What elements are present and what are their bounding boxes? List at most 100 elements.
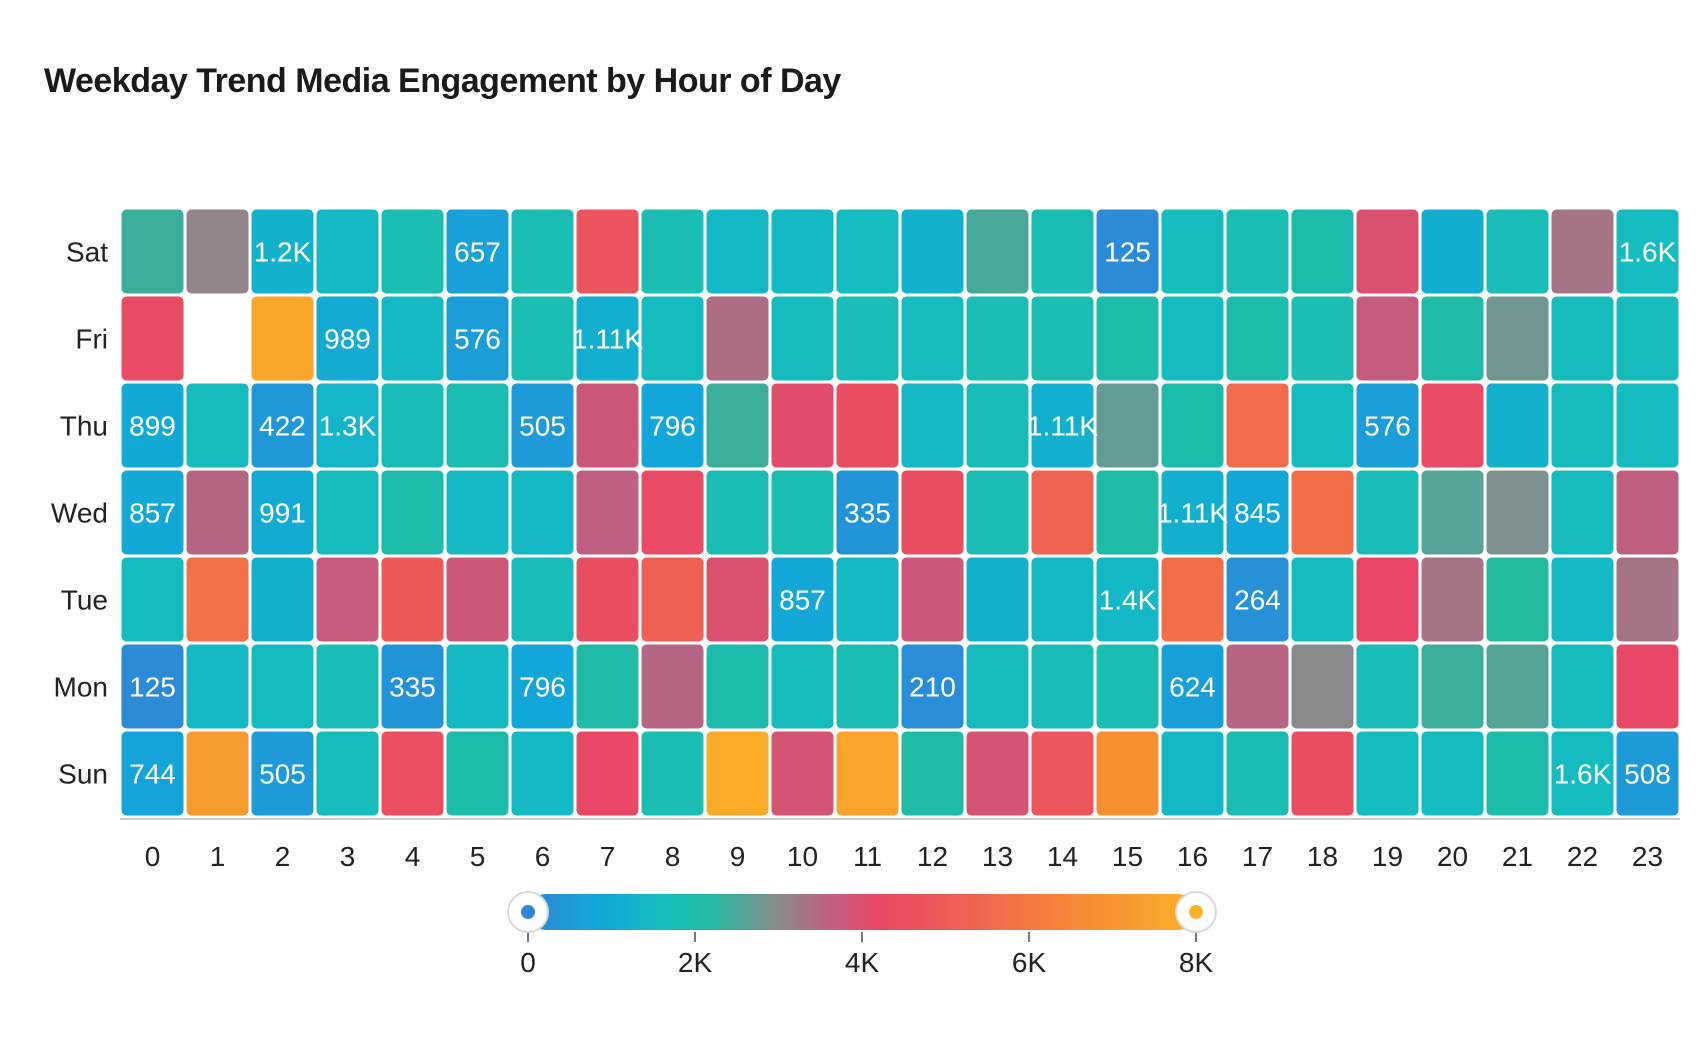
heatmap-cell-tue-11[interactable] — [836, 557, 899, 642]
heatmap-cell-thu-9[interactable] — [706, 383, 769, 468]
heatmap-cell-mon-22[interactable] — [1551, 644, 1614, 729]
heatmap-cell-wed-0[interactable] — [121, 470, 184, 555]
heatmap-cell-tue-1[interactable] — [186, 557, 249, 642]
heatmap-cell-thu-12[interactable] — [901, 383, 964, 468]
heatmap-cell-fri-15[interactable] — [1096, 296, 1159, 381]
heatmap-cell-wed-4[interactable] — [381, 470, 444, 555]
heatmap-cell-thu-6[interactable] — [511, 383, 574, 468]
heatmap-cell-tue-6[interactable] — [511, 557, 574, 642]
heatmap-cell-mon-6[interactable] — [511, 644, 574, 729]
heatmap-cell-wed-18[interactable] — [1291, 470, 1354, 555]
heatmap-cell-tue-4[interactable] — [381, 557, 444, 642]
heatmap-cell-mon-23[interactable] — [1616, 644, 1679, 729]
heatmap-cell-tue-7[interactable] — [576, 557, 639, 642]
heatmap-cell-thu-22[interactable] — [1551, 383, 1614, 468]
heatmap-cell-fri-0[interactable] — [121, 296, 184, 381]
heatmap-cell-tue-18[interactable] — [1291, 557, 1354, 642]
heatmap-cell-tue-15[interactable] — [1096, 557, 1159, 642]
heatmap-cell-mon-21[interactable] — [1486, 644, 1549, 729]
heatmap-cell-mon-0[interactable] — [121, 644, 184, 729]
heatmap-cell-sat-18[interactable] — [1291, 209, 1354, 294]
heatmap-cell-thu-10[interactable] — [771, 383, 834, 468]
heatmap-cell-wed-16[interactable] — [1161, 470, 1224, 555]
heatmap-cell-mon-4[interactable] — [381, 644, 444, 729]
heatmap-cell-thu-17[interactable] — [1226, 383, 1289, 468]
heatmap-cell-fri-22[interactable] — [1551, 296, 1614, 381]
heatmap-cell-sat-7[interactable] — [576, 209, 639, 294]
heatmap-cell-wed-15[interactable] — [1096, 470, 1159, 555]
heatmap-cell-wed-19[interactable] — [1356, 470, 1419, 555]
heatmap-cell-fri-10[interactable] — [771, 296, 834, 381]
heatmap-cell-mon-12[interactable] — [901, 644, 964, 729]
heatmap-cell-mon-16[interactable] — [1161, 644, 1224, 729]
heatmap-cell-sun-3[interactable] — [316, 731, 379, 816]
heatmap-cell-mon-3[interactable] — [316, 644, 379, 729]
heatmap-cell-tue-10[interactable] — [771, 557, 834, 642]
heatmap-cell-wed-22[interactable] — [1551, 470, 1614, 555]
heatmap-cell-fri-20[interactable] — [1421, 296, 1484, 381]
heatmap-cell-mon-9[interactable] — [706, 644, 769, 729]
heatmap-cell-tue-13[interactable] — [966, 557, 1029, 642]
heatmap-cell-sat-6[interactable] — [511, 209, 574, 294]
heatmap-cell-sun-22[interactable] — [1551, 731, 1614, 816]
heatmap-cell-sat-19[interactable] — [1356, 209, 1419, 294]
heatmap-cell-fri-8[interactable] — [641, 296, 704, 381]
heatmap-cell-sat-20[interactable] — [1421, 209, 1484, 294]
heatmap-cell-sun-9[interactable] — [706, 731, 769, 816]
heatmap-cell-sun-13[interactable] — [966, 731, 1029, 816]
heatmap-cell-sun-4[interactable] — [381, 731, 444, 816]
heatmap-cell-fri-4[interactable] — [381, 296, 444, 381]
heatmap-cell-fri-13[interactable] — [966, 296, 1029, 381]
heatmap-cell-thu-3[interactable] — [316, 383, 379, 468]
heatmap-cell-tue-17[interactable] — [1226, 557, 1289, 642]
heatmap-cell-sun-12[interactable] — [901, 731, 964, 816]
heatmap-cell-sat-11[interactable] — [836, 209, 899, 294]
heatmap-cell-tue-22[interactable] — [1551, 557, 1614, 642]
heatmap-cell-sat-14[interactable] — [1031, 209, 1094, 294]
heatmap-cell-wed-12[interactable] — [901, 470, 964, 555]
heatmap-cell-fri-1[interactable] — [186, 296, 249, 381]
heatmap-cell-tue-3[interactable] — [316, 557, 379, 642]
heatmap-cell-fri-11[interactable] — [836, 296, 899, 381]
heatmap-cell-wed-13[interactable] — [966, 470, 1029, 555]
heatmap-cell-sat-5[interactable] — [446, 209, 509, 294]
heatmap-cell-fri-12[interactable] — [901, 296, 964, 381]
heatmap-cell-sun-2[interactable] — [251, 731, 314, 816]
heatmap-cell-wed-6[interactable] — [511, 470, 574, 555]
heatmap-cell-mon-5[interactable] — [446, 644, 509, 729]
heatmap-cell-fri-6[interactable] — [511, 296, 574, 381]
legend-min-handle[interactable] — [507, 891, 549, 933]
heatmap-cell-thu-4[interactable] — [381, 383, 444, 468]
heatmap-cell-wed-3[interactable] — [316, 470, 379, 555]
heatmap-cell-fri-16[interactable] — [1161, 296, 1224, 381]
heatmap-cell-thu-18[interactable] — [1291, 383, 1354, 468]
heatmap-cell-sat-4[interactable] — [381, 209, 444, 294]
heatmap-cell-mon-7[interactable] — [576, 644, 639, 729]
heatmap-cell-thu-13[interactable] — [966, 383, 1029, 468]
heatmap-cell-thu-21[interactable] — [1486, 383, 1549, 468]
heatmap-cell-mon-11[interactable] — [836, 644, 899, 729]
heatmap-cell-sat-13[interactable] — [966, 209, 1029, 294]
heatmap-cell-sun-10[interactable] — [771, 731, 834, 816]
heatmap-cell-sat-21[interactable] — [1486, 209, 1549, 294]
heatmap-cell-wed-14[interactable] — [1031, 470, 1094, 555]
heatmap-cell-fri-19[interactable] — [1356, 296, 1419, 381]
heatmap-cell-wed-2[interactable] — [251, 470, 314, 555]
heatmap-cell-sun-15[interactable] — [1096, 731, 1159, 816]
heatmap-cell-thu-7[interactable] — [576, 383, 639, 468]
heatmap-cell-mon-20[interactable] — [1421, 644, 1484, 729]
heatmap-cell-sat-15[interactable] — [1096, 209, 1159, 294]
heatmap-cell-sun-7[interactable] — [576, 731, 639, 816]
heatmap-cell-sun-8[interactable] — [641, 731, 704, 816]
heatmap-cell-sun-23[interactable] — [1616, 731, 1679, 816]
heatmap-cell-wed-10[interactable] — [771, 470, 834, 555]
heatmap-cell-mon-19[interactable] — [1356, 644, 1419, 729]
heatmap-cell-mon-18[interactable] — [1291, 644, 1354, 729]
heatmap-cell-tue-23[interactable] — [1616, 557, 1679, 642]
heatmap-cell-sun-5[interactable] — [446, 731, 509, 816]
heatmap-cell-sun-1[interactable] — [186, 731, 249, 816]
heatmap-cell-sun-16[interactable] — [1161, 731, 1224, 816]
heatmap-cell-wed-5[interactable] — [446, 470, 509, 555]
heatmap-cell-wed-23[interactable] — [1616, 470, 1679, 555]
heatmap-cell-tue-19[interactable] — [1356, 557, 1419, 642]
